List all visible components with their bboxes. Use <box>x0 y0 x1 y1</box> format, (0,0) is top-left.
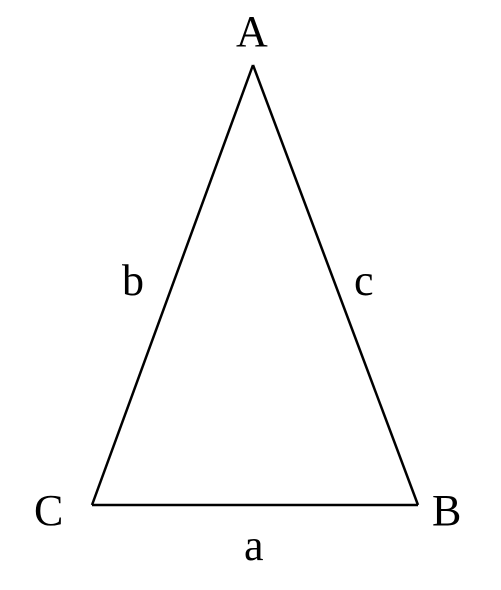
edge-c <box>253 65 418 505</box>
edge-label-c: c <box>354 255 374 306</box>
triangle-diagram <box>0 0 501 590</box>
vertex-label-a: A <box>236 6 268 57</box>
edge-label-b: b <box>122 255 144 306</box>
edge-b <box>92 65 253 505</box>
vertex-label-c: C <box>34 485 63 536</box>
edge-label-a: a <box>244 520 264 571</box>
vertex-label-b: B <box>432 485 461 536</box>
